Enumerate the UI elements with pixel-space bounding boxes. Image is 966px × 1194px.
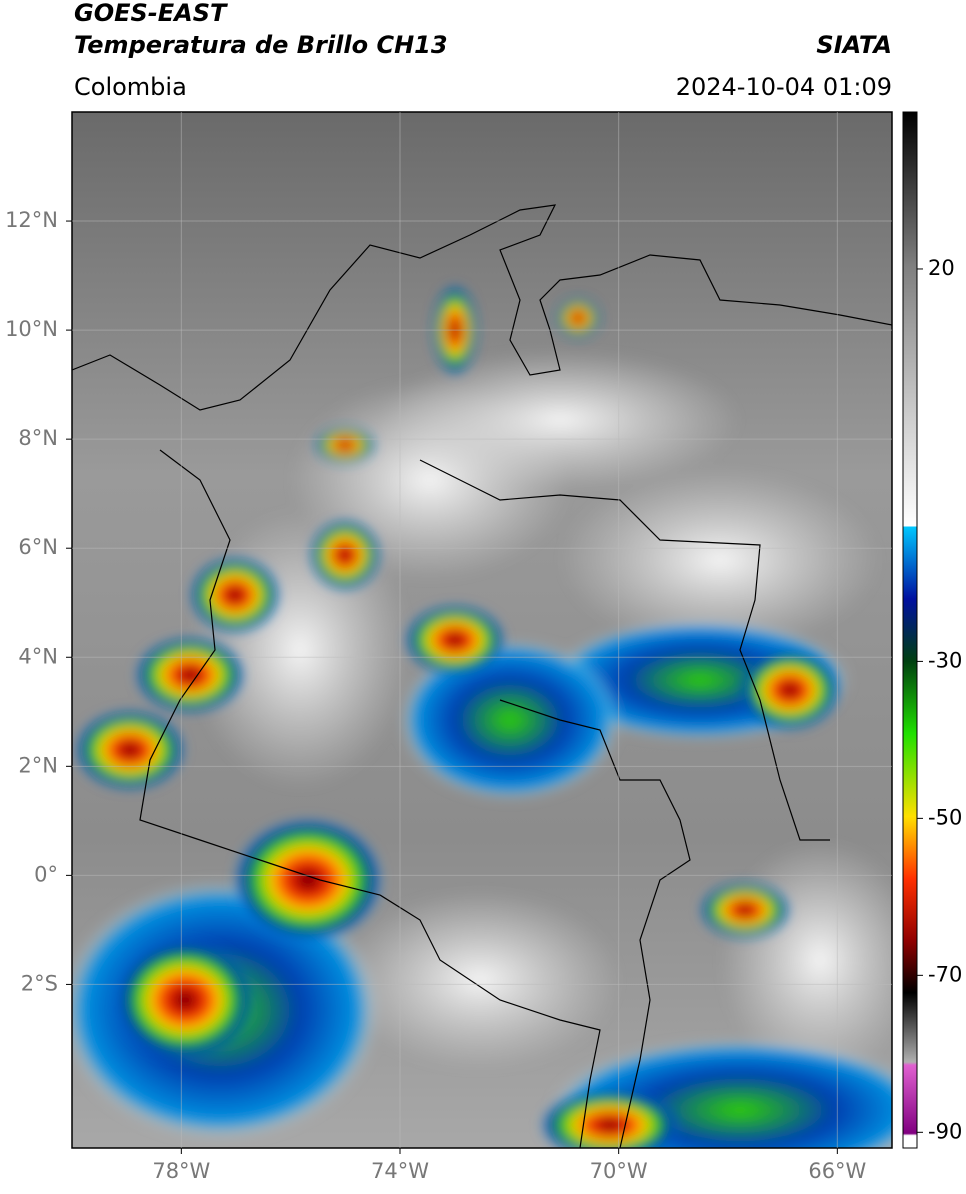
x-tick-label: 66°W bbox=[808, 1159, 866, 1183]
map-frame bbox=[71, 111, 893, 1149]
y-tick-label: 0° bbox=[34, 862, 58, 886]
colorbar-tick-label: -30 bbox=[928, 648, 962, 672]
y-tick-label: 6°N bbox=[18, 535, 58, 559]
datetime-label: 2024-10-04 01:09 bbox=[676, 73, 892, 101]
region-label: Colombia bbox=[74, 73, 187, 101]
colorbar bbox=[902, 111, 918, 1149]
x-tick-label: 70°W bbox=[590, 1159, 648, 1183]
y-tick-label: 2°N bbox=[18, 753, 58, 777]
x-tick-label: 78°W bbox=[152, 1159, 210, 1183]
y-tick-label: 10°N bbox=[5, 317, 58, 341]
product-title: Temperatura de Brillo CH13 bbox=[74, 31, 448, 59]
source-label: SIATA bbox=[816, 31, 892, 59]
colorbar-tick-label: 20 bbox=[928, 256, 955, 280]
colorbar-tick-label: -70 bbox=[928, 962, 962, 986]
colorbar-tick-label: -90 bbox=[928, 1119, 962, 1143]
satellite-image bbox=[72, 112, 892, 1148]
colorbar-tick-label: -50 bbox=[928, 805, 962, 829]
x-tick-label: 74°W bbox=[371, 1159, 429, 1183]
y-tick-label: 2°S bbox=[21, 971, 58, 995]
y-tick-label: 12°N bbox=[5, 208, 58, 232]
satellite-title: GOES-EAST bbox=[74, 0, 228, 27]
y-tick-label: 4°N bbox=[18, 644, 58, 668]
y-tick-label: 8°N bbox=[18, 426, 58, 450]
